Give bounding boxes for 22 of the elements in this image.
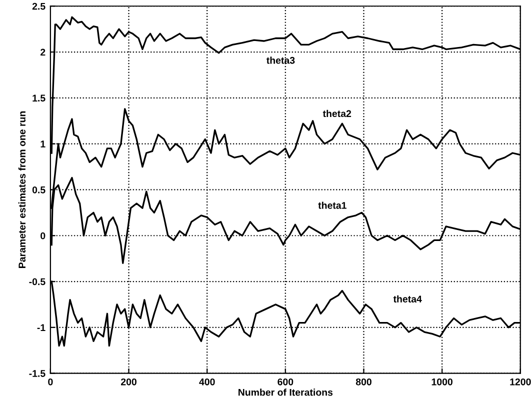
y-tick-label: 1.5 <box>32 94 46 102</box>
y-axis-title: Parameter estimates from one run <box>18 111 26 268</box>
x-tick-label: 1000 <box>432 378 452 386</box>
y-tick-label: -1 <box>37 324 46 331</box>
series-label: theta2 <box>322 110 352 118</box>
y-tick-label: 0 <box>40 232 46 240</box>
x-tick-label: 200 <box>120 378 136 386</box>
x-tick-label: 0 <box>48 378 53 386</box>
text: theta4 <box>393 295 422 302</box>
x-tick-label: 600 <box>278 378 294 386</box>
y-tick-label: -0.5 <box>29 278 46 286</box>
y-tick-label: 0.5 <box>32 186 46 194</box>
y-tick-label: 2 <box>40 48 46 56</box>
y-tick-label: 1 <box>40 140 46 148</box>
series-label: theta1 <box>318 202 346 209</box>
series-label: theta3 <box>266 56 295 64</box>
y-tick-label: 2.5 <box>32 2 46 10</box>
x-tick-label: 400 <box>199 378 215 386</box>
x-axis-title: Number of Iterations <box>238 388 333 396</box>
x-tick-label: 800 <box>356 378 372 386</box>
x-tick-label: 1200 <box>510 378 531 386</box>
y-tick-label: -1.5 <box>29 370 46 377</box>
